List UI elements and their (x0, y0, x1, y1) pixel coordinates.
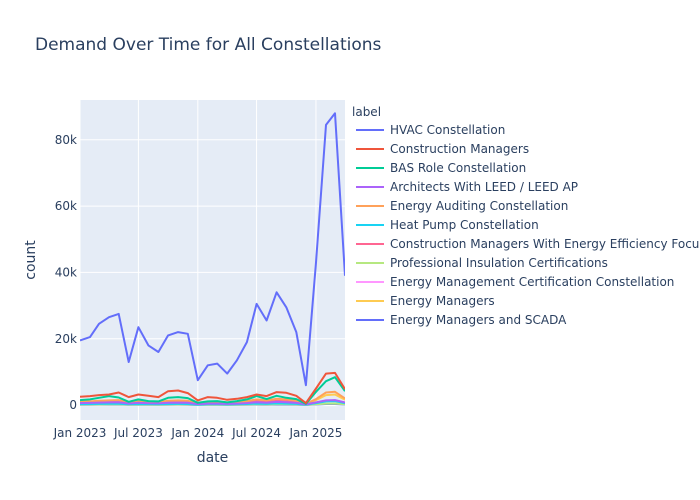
y-tick-label: 60k (55, 199, 77, 213)
y-axis-ticks: 0 20k 40k 60k 80k (55, 133, 77, 412)
legend-label: Energy Management Certification Constell… (390, 275, 674, 289)
plot-background (80, 100, 345, 420)
legend-item[interactable]: Construction Managers With Energy Effici… (356, 237, 700, 251)
series-line-3[interactable] (80, 399, 345, 406)
series-line-1[interactable] (80, 371, 345, 405)
chart-title: Demand Over Time for All Constellations (35, 35, 382, 55)
legend-item[interactable]: Energy Managers and SCADA (356, 313, 567, 327)
legend-label: Energy Managers and SCADA (390, 313, 567, 327)
legend-label: Heat Pump Constellation (390, 218, 539, 232)
legend-label: BAS Role Constellation (390, 161, 526, 175)
y-tick-label: 0 (69, 398, 77, 412)
legend-label: HVAC Constellation (390, 123, 505, 137)
legend-label: Architects With LEED / LEED AP (390, 180, 578, 194)
series-line-0[interactable] (80, 112, 345, 387)
legend-item[interactable]: Architects With LEED / LEED AP (356, 180, 578, 194)
legend-item[interactable]: Energy Auditing Constellation (356, 199, 568, 213)
x-tick-label: Jan 2023 (53, 426, 107, 440)
legend-items[interactable]: HVAC Constellation Construction Managers B… (356, 123, 700, 327)
x-axis-label: date (197, 450, 229, 466)
legend-label: Professional Insulation Certifications (390, 256, 608, 270)
series-line-2[interactable] (80, 376, 345, 405)
series-lines (80, 112, 345, 406)
legend-label: Construction Managers (390, 142, 529, 156)
legend[interactable]: label HVAC Constellation Construction Man… (352, 105, 700, 327)
legend-label: Energy Auditing Constellation (390, 199, 568, 213)
legend-title: label (352, 105, 381, 119)
y-tick-label: 80k (55, 133, 77, 147)
x-tick-label: Jan 2025 (289, 426, 343, 440)
y-tick-label: 40k (55, 265, 77, 279)
y-axis-label: count (23, 240, 39, 280)
legend-item[interactable]: BAS Role Constellation (356, 161, 526, 175)
y-tick-label: 20k (55, 332, 77, 346)
x-tick-label: Jul 2023 (113, 426, 163, 440)
legend-item[interactable]: HVAC Constellation (356, 123, 505, 137)
legend-label: Energy Managers (390, 294, 495, 308)
legend-item[interactable]: Energy Managers (356, 294, 495, 308)
legend-item[interactable]: Heat Pump Constellation (356, 218, 539, 232)
legend-item[interactable]: Professional Insulation Certifications (356, 256, 608, 270)
x-axis-ticks: Jan 2023 Jul 2023 Jan 2024 Jul 2024 Jan 2025 (53, 426, 343, 440)
x-tick-label: Jan 2024 (170, 426, 224, 440)
legend-label: Construction Managers With Energy Effici… (390, 237, 700, 251)
legend-item[interactable]: Construction Managers (356, 142, 529, 156)
legend-item[interactable]: Energy Management Certification Constell… (356, 275, 674, 289)
x-tick-label: Jul 2024 (231, 426, 281, 440)
